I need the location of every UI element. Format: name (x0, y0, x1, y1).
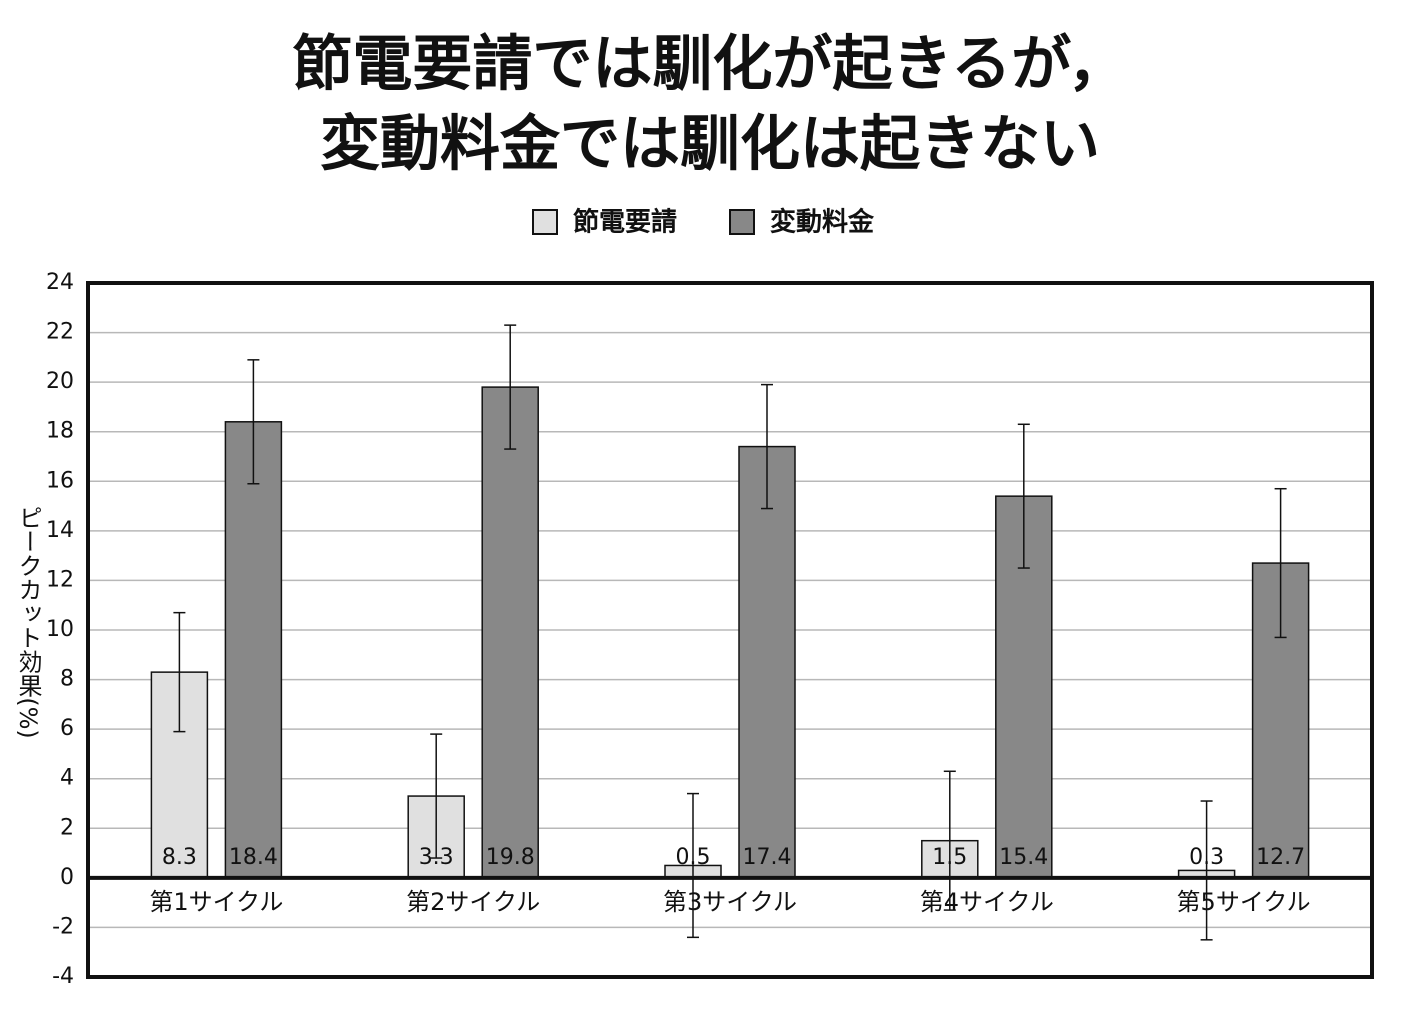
y-tick-label: 4 (60, 766, 74, 791)
data-label: 15.4 (999, 845, 1048, 870)
legend-label: 変動料金 (770, 207, 875, 238)
legend-swatch (532, 209, 558, 235)
legend-label: 節電要請 (573, 207, 677, 238)
y-tick-label: 10 (46, 617, 74, 642)
y-tick-label: 12 (46, 567, 74, 592)
data-label: 17.4 (743, 845, 792, 870)
y-axis-label: ピークカット効果(%) (14, 505, 42, 739)
x-tick-label: 第2サイクル (406, 888, 540, 916)
data-label: 0.5 (676, 845, 711, 870)
x-tick-label: 第5サイクル (1177, 888, 1311, 916)
x-tick-label: 第1サイクル (149, 888, 283, 916)
x-tick-label: 第3サイクル (663, 888, 797, 916)
bar (224, 421, 283, 879)
bar (738, 445, 796, 879)
data-label: 1.5 (932, 845, 967, 870)
legend-swatch (729, 209, 755, 235)
y-tick-label: 6 (60, 716, 74, 741)
chart-title: 節電要請では馴化が起きるが， (292, 30, 1127, 100)
y-tick-label: 22 (46, 320, 74, 345)
plot-frame (86, 281, 1374, 979)
y-tick-label: 16 (46, 468, 74, 493)
data-label: 3.3 (419, 845, 454, 870)
y-tick-label: 0 (60, 865, 74, 890)
y-tick-label: 24 (46, 270, 74, 295)
y-tick-label: -2 (52, 914, 74, 939)
data-label: 12.7 (1256, 845, 1305, 870)
y-tick-label: 18 (46, 419, 74, 444)
x-tick-label: 第4サイクル (920, 888, 1054, 916)
y-tick-label: 20 (46, 369, 74, 394)
data-label: 19.8 (486, 845, 535, 870)
y-tick-label: -4 (52, 964, 74, 989)
data-label: 0.3 (1189, 845, 1224, 870)
data-label: 18.4 (229, 845, 278, 870)
bar (481, 386, 539, 879)
y-tick-label: 2 (60, 815, 74, 840)
y-tick-label: 14 (46, 518, 74, 543)
chart-title: 変動料金では馴化は起きない (320, 110, 1100, 180)
y-tick-label: 8 (60, 667, 74, 692)
data-label: 8.3 (162, 845, 197, 870)
